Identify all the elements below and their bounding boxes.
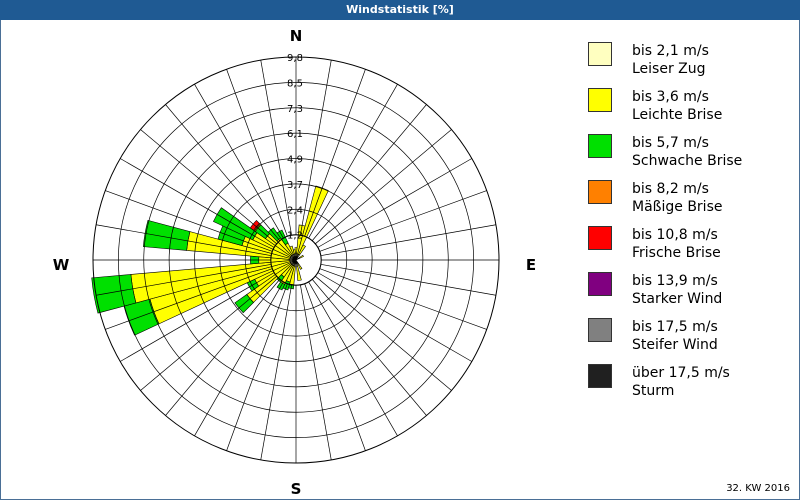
legend-name: Steifer Wind: [632, 337, 718, 353]
radial-tick-label: 1,2: [287, 231, 303, 242]
legend-swatch: [588, 318, 612, 342]
wind-sectors: [91, 185, 329, 336]
wind-sector-segment: [212, 207, 258, 241]
legend-swatch: [588, 226, 612, 250]
legend-speed: bis 17,5 m/s: [632, 319, 718, 335]
legend-swatch: [588, 42, 612, 66]
legend-name: Leiser Zug: [632, 61, 706, 77]
west-label: W: [53, 256, 70, 274]
wind-sector-segment: [91, 274, 137, 314]
legend-speed: bis 10,8 m/s: [632, 227, 718, 243]
legend-speed: bis 2,1 m/s: [632, 43, 709, 59]
east-label: E: [526, 256, 536, 274]
radial-tick-label: 7,3: [287, 104, 303, 115]
wind-sector-segment: [142, 219, 191, 251]
south-label: S: [291, 480, 302, 498]
legend-swatch: [588, 272, 612, 296]
legend-speed: bis 8,2 m/s: [632, 181, 709, 197]
north-label: N: [290, 27, 303, 45]
radial-tick-label: 8,5: [287, 78, 303, 89]
radial-tick-label: 6,1: [287, 129, 303, 140]
legend-name: Sturm: [632, 383, 675, 399]
legend-speed: bis 3,6 m/s: [632, 89, 709, 105]
polar-grid: [92, 56, 500, 464]
legend-name: Schwache Brise: [632, 153, 743, 169]
radial-tick-label: 2,4: [287, 205, 303, 216]
legend-swatch: [588, 88, 612, 112]
legend-speed: bis 5,7 m/s: [632, 135, 709, 151]
wind-sector-segment: [289, 245, 295, 255]
wind-rose-chart: 1,2 2,4 3,7 4,9 6,1 7,3 8,5 9,8 N S W E: [53, 27, 536, 498]
legend-swatch: [588, 134, 612, 158]
legend-name: Mäßige Brise: [632, 199, 723, 215]
wind-sector-segment: [292, 249, 296, 255]
window-title: Windstatistik [%]: [0, 0, 800, 20]
radial-tick-label: 9,8: [287, 53, 303, 64]
period-label: 32. KW 2016: [726, 483, 790, 494]
legend-name: Starker Wind: [632, 291, 723, 307]
legend-speed: über 17,5 m/s: [632, 365, 730, 381]
wind-sector-segment: [298, 254, 304, 259]
legend-speed: bis 13,9 m/s: [632, 273, 718, 289]
legend-name: Frische Brise: [632, 245, 721, 261]
wind-sector-segment: [298, 244, 306, 256]
legend-swatch: [588, 180, 612, 204]
wind-sector-segment: [296, 265, 302, 281]
radial-tick-label: 3,7: [287, 180, 303, 191]
legend-name: Leichte Brise: [632, 107, 723, 123]
radial-tick-labels: 1,2 2,4 3,7 4,9 6,1 7,3 8,5 9,8: [287, 53, 303, 242]
wind-sector-segment: [297, 262, 303, 270]
wind-sector-segment: [297, 185, 329, 255]
radial-tick-label: 4,9: [287, 155, 303, 166]
legend-swatch: [588, 364, 612, 388]
